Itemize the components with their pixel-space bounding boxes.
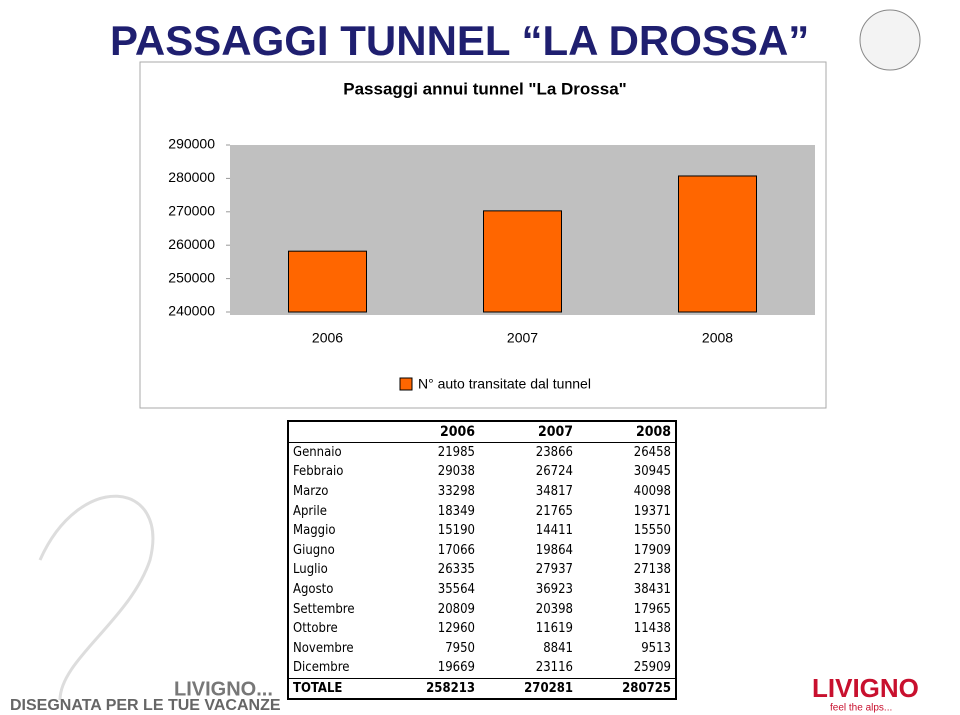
- value-cell: 17909: [633, 542, 671, 558]
- table-row: Luglio 26335 27937 27138: [288, 560, 676, 580]
- header-cell: [288, 421, 401, 443]
- y-tick-label: 250000: [168, 269, 215, 285]
- logo-left-slogan: DISEGNATA PER LE TUE VACANZE: [10, 697, 281, 714]
- column-header: 2007: [479, 421, 577, 443]
- value-cell: 20809: [437, 601, 475, 617]
- value-cell: 35564: [437, 582, 475, 598]
- value-cell: 11619: [535, 621, 573, 637]
- value-cell: 23866: [535, 444, 573, 460]
- value-cell: 15550: [633, 523, 671, 539]
- y-tick-label: 280000: [168, 169, 215, 185]
- row-label: Giugno: [293, 542, 335, 558]
- row-label: Ottobre: [293, 621, 338, 637]
- value-cell: 26724: [535, 464, 573, 480]
- row-label: TOTALE: [288, 677, 401, 700]
- row-label: Novembre: [293, 640, 354, 656]
- table-row: Febbraio 29038 26724 30945: [288, 462, 676, 482]
- header-row: 2006 2007 2008: [288, 421, 676, 443]
- table-row: Marzo 33298 34817 40098: [288, 482, 676, 502]
- table-row: Gennaio 21985 23866 26458: [288, 442, 676, 462]
- table-row: Agosto 35564 36923 38431: [288, 580, 676, 600]
- table-row: Settembre 20809 20398 17965: [288, 599, 676, 619]
- value-cell: 40098: [633, 484, 671, 500]
- value-cell: 21765: [535, 503, 573, 519]
- bar: [483, 210, 562, 313]
- value-cell: 21985: [437, 444, 475, 460]
- row-label: Gennaio: [293, 444, 342, 460]
- value-cell: 15190: [437, 523, 475, 539]
- table-row: Giugno 17066 19864 17909: [288, 541, 676, 561]
- value-cell: 23116: [535, 660, 573, 676]
- value-cell: 38431: [633, 582, 671, 598]
- value-cell: 19669: [437, 660, 475, 676]
- chart-title: Passaggi annui tunnel "La Drossa": [343, 79, 626, 98]
- value-cell: 19864: [535, 542, 573, 558]
- y-tick-label: 290000: [168, 136, 215, 152]
- row-label: Marzo: [293, 484, 329, 500]
- value-cell: 12960: [437, 621, 475, 637]
- value-cell: 27138: [633, 562, 671, 578]
- y-tick-label: 260000: [168, 236, 215, 252]
- value-cell: 7950: [445, 640, 475, 656]
- column-header: 2006: [401, 421, 479, 443]
- value-cell: 19371: [633, 503, 671, 519]
- table-row: Aprile 18349 21765 19371: [288, 501, 676, 521]
- value-cell: 26335: [437, 562, 475, 578]
- row-label: Maggio: [293, 523, 336, 539]
- value-cell: 36923: [535, 582, 573, 598]
- flower-decoration: [859, 9, 921, 71]
- x-tick-label: 2008: [702, 330, 733, 346]
- table-row: Novembre 7950 8841 9513: [288, 639, 676, 659]
- y-tick-label: 270000: [168, 203, 215, 219]
- row-label: Dicembre: [293, 660, 350, 676]
- value-cell: 11438: [633, 621, 671, 637]
- row-label: Luglio: [293, 562, 328, 578]
- value-cell: 9513: [641, 640, 671, 656]
- value-cell: 34817: [535, 484, 573, 500]
- x-tick-label: 2006: [312, 330, 343, 346]
- logo-right-name: LIVIGNO: [812, 673, 919, 703]
- value-cell: 26458: [633, 444, 671, 460]
- logo-right-slogan: feel the alps...: [830, 703, 892, 714]
- value-cell: 33298: [437, 484, 475, 500]
- value-cell: 30945: [633, 464, 671, 480]
- value-cell: 14411: [535, 523, 573, 539]
- legend-swatch: [399, 377, 413, 391]
- bar: [678, 175, 757, 313]
- table-row: TOTALE 258213 270281 280725: [288, 677, 676, 700]
- value-cell: 29038: [437, 464, 475, 480]
- column-header: 2008: [577, 421, 676, 443]
- row-label: Agosto: [293, 582, 334, 598]
- value-cell: 270281: [479, 677, 577, 700]
- table-row: Dicembre 19669 23116 25909: [288, 658, 676, 678]
- row-label: Aprile: [293, 503, 327, 519]
- decoration: [38, 494, 155, 701]
- value-cell: 258213: [401, 677, 479, 700]
- legend-label: N° auto transitate dal tunnel: [418, 376, 591, 392]
- value-cell: 8841: [543, 640, 573, 656]
- value-cell: 18349: [437, 503, 475, 519]
- value-cell: 27937: [535, 562, 573, 578]
- data-table: 2006 2007 2008 Gennaio 21985 23866 26458 Febbra…: [287, 420, 677, 701]
- slide-title: PASSAGGI TUNNEL “LA DROSSA”: [110, 17, 809, 64]
- y-tick-label: 240000: [168, 303, 215, 319]
- value-cell: 280725: [577, 677, 676, 700]
- value-cell: 20398: [535, 601, 573, 617]
- bar: [288, 250, 367, 313]
- value-cell: 25909: [633, 660, 671, 676]
- logo-left-name: LIVIGNO...: [174, 678, 273, 700]
- table-row: Ottobre 12960 11619 11438: [288, 619, 676, 639]
- row-label: Febbraio: [293, 464, 344, 480]
- value-cell: 17965: [633, 601, 671, 617]
- table-row: Maggio 15190 14411 15550: [288, 521, 676, 541]
- value-cell: 17066: [437, 542, 475, 558]
- row-label: Settembre: [293, 601, 355, 617]
- x-tick-label: 2007: [507, 330, 538, 346]
